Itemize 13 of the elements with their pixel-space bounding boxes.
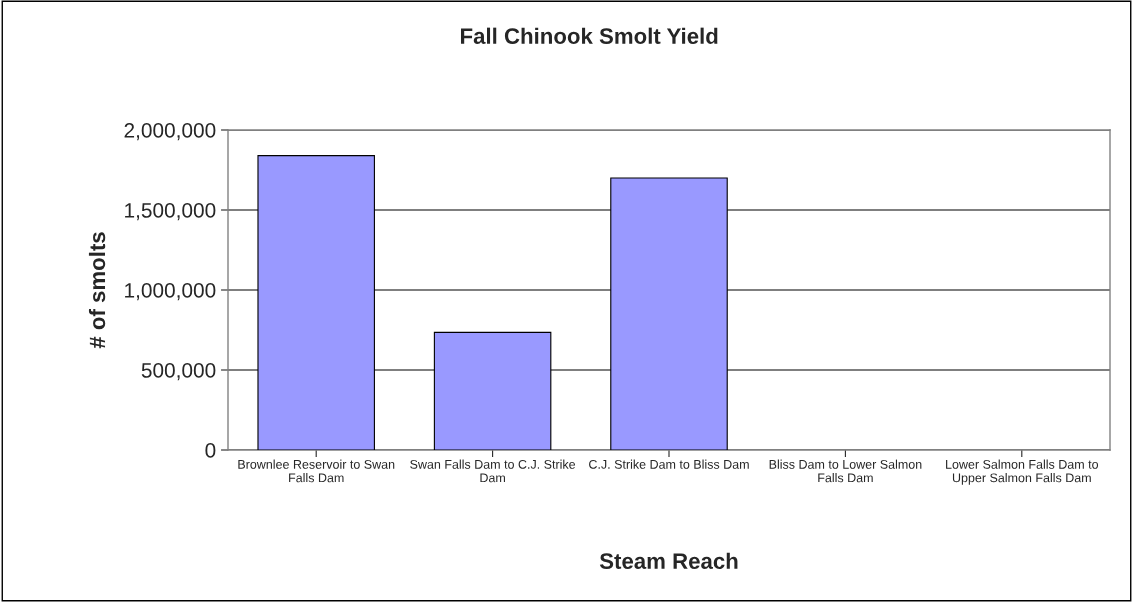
- x-tick-label: Brownlee Reservoir to Swan Falls Dam: [238, 459, 395, 483]
- y-tick-label: 1,000,000: [125, 283, 216, 301]
- x-tick-label: Bliss Dam to Lower Salmon Falls Dam: [769, 459, 922, 483]
- y-tick-label: 2,000,000: [124, 123, 216, 141]
- x-tick-label: Lower Salmon Falls Dam to Upper Salmon Falls Dam: [946, 459, 1099, 485]
- x-axis-title: Steam Reach: [599, 552, 738, 569]
- y-tick-label: 500,000: [141, 363, 216, 381]
- y-tick-label: 1,500,000: [125, 203, 216, 221]
- chart-title: Fall Chinook Smolt Yield: [461, 27, 718, 44]
- x-tick-label: Swan Falls Dam to C.J. Strike Dam: [410, 459, 576, 483]
- y-tick-label: 0: [205, 443, 216, 458]
- x-tick-label: C.J. Strike Dam to Bliss Dam: [589, 459, 749, 469]
- y-axis-title: # of smolts: [88, 232, 106, 349]
